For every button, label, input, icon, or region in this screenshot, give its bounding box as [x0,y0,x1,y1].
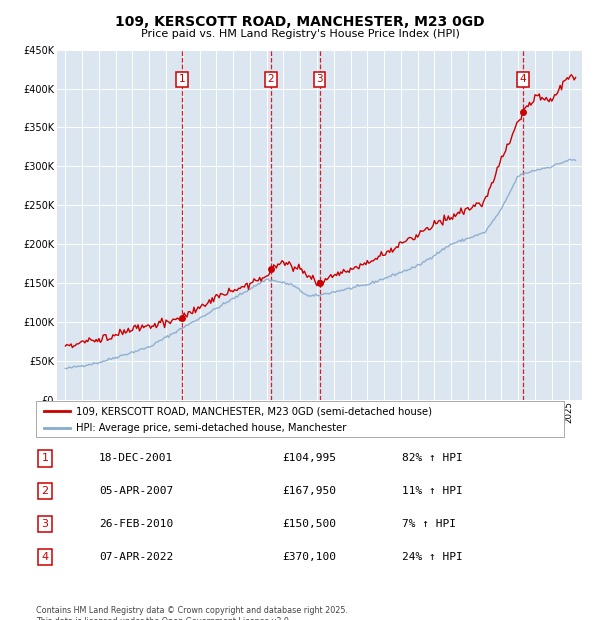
Text: 2: 2 [268,74,274,84]
Text: 4: 4 [520,74,526,84]
Text: 82% ↑ HPI: 82% ↑ HPI [402,453,463,463]
Text: 3: 3 [41,519,49,529]
Text: 2: 2 [41,486,49,496]
Text: 05-APR-2007: 05-APR-2007 [99,486,173,496]
Text: 24% ↑ HPI: 24% ↑ HPI [402,552,463,562]
Text: 07-APR-2022: 07-APR-2022 [99,552,173,562]
Text: 7% ↑ HPI: 7% ↑ HPI [402,519,456,529]
Text: 4: 4 [41,552,49,562]
Text: Contains HM Land Registry data © Crown copyright and database right 2025.
This d: Contains HM Land Registry data © Crown c… [36,606,348,620]
Text: £104,995: £104,995 [282,453,336,463]
Text: HPI: Average price, semi-detached house, Manchester: HPI: Average price, semi-detached house,… [76,423,346,433]
Text: 26-FEB-2010: 26-FEB-2010 [99,519,173,529]
Text: 1: 1 [179,74,185,84]
Text: £370,100: £370,100 [282,552,336,562]
Text: £167,950: £167,950 [282,486,336,496]
Text: 109, KERSCOTT ROAD, MANCHESTER, M23 0GD: 109, KERSCOTT ROAD, MANCHESTER, M23 0GD [115,16,485,30]
Text: Price paid vs. HM Land Registry's House Price Index (HPI): Price paid vs. HM Land Registry's House … [140,29,460,39]
Text: 3: 3 [316,74,323,84]
Text: 1: 1 [41,453,49,463]
Text: £150,500: £150,500 [282,519,336,529]
Text: 11% ↑ HPI: 11% ↑ HPI [402,486,463,496]
Text: 109, KERSCOTT ROAD, MANCHESTER, M23 0GD (semi-detached house): 109, KERSCOTT ROAD, MANCHESTER, M23 0GD … [76,406,431,416]
Text: 18-DEC-2001: 18-DEC-2001 [99,453,173,463]
